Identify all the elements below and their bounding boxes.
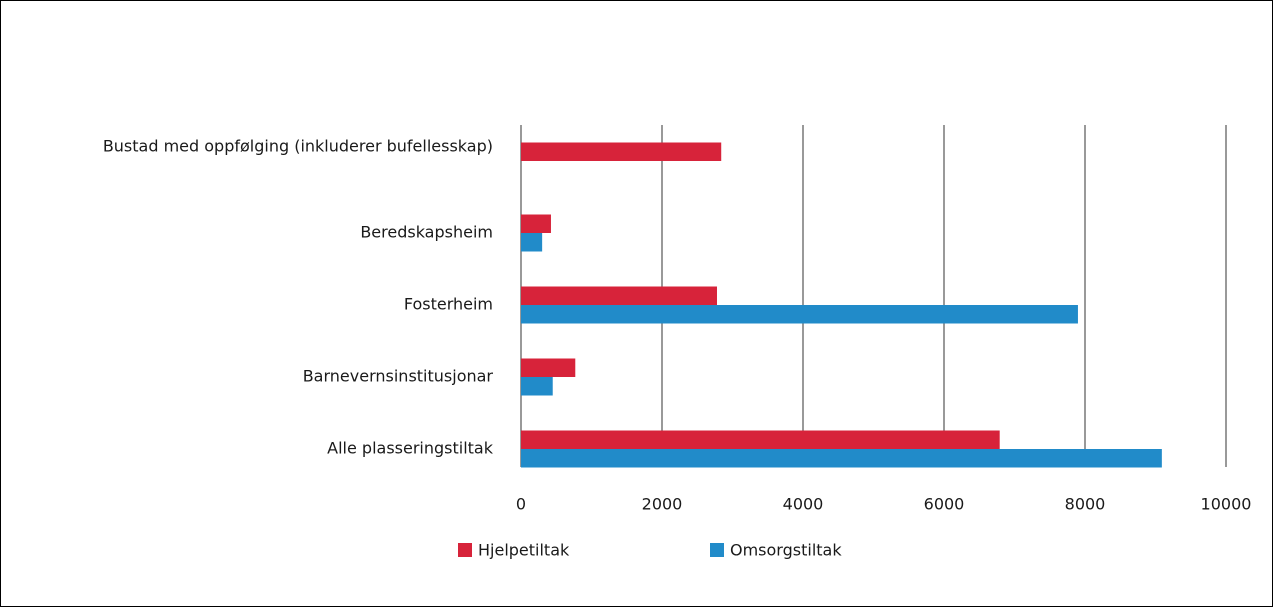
x-tick-label: 6000 [924, 495, 965, 514]
bar [521, 377, 553, 396]
bar [521, 449, 1162, 468]
legend-swatch [458, 543, 472, 557]
y-tick-label: Bustad med oppfølging (inkluderer bufell… [103, 136, 493, 155]
x-tick-label: 2000 [642, 495, 683, 514]
y-tick-label: Fosterheim [404, 295, 493, 314]
bar [521, 305, 1078, 324]
bar [521, 233, 543, 252]
y-tick-label: Barnevernsinstitusjonar [303, 367, 494, 386]
legend-label: Hjelpetiltak [478, 541, 570, 560]
legend-swatch [710, 543, 724, 557]
y-tick-label: Alle plasseringstiltak [327, 439, 494, 458]
bar [521, 214, 551, 233]
x-tick-label: 10000 [1201, 495, 1252, 514]
x-tick-label: 0 [516, 495, 526, 514]
bar [521, 142, 722, 161]
bar [521, 430, 1000, 449]
legend-label: Omsorgstiltak [730, 541, 842, 560]
x-tick-label: 8000 [1065, 495, 1106, 514]
bar [521, 358, 576, 377]
x-tick-label: 4000 [783, 495, 824, 514]
bar [521, 286, 717, 305]
y-tick-label: Beredskapsheim [360, 223, 493, 242]
